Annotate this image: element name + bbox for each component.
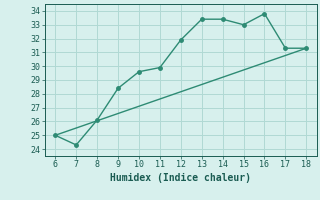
X-axis label: Humidex (Indice chaleur): Humidex (Indice chaleur) (110, 173, 251, 183)
